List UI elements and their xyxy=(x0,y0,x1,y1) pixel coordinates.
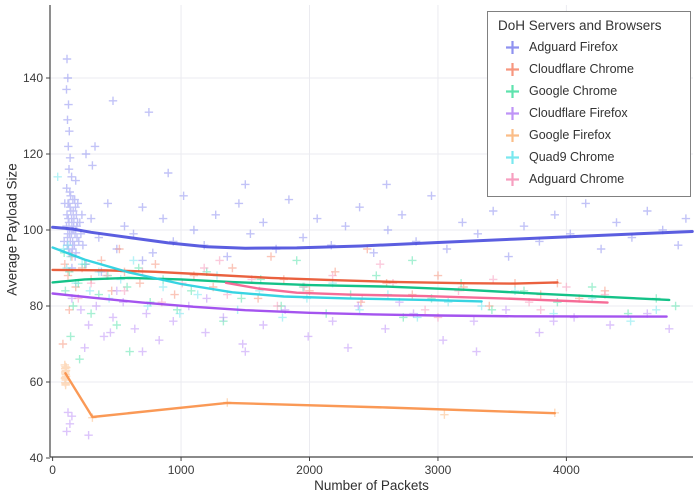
legend-item-label: Adguard Chrome xyxy=(529,172,625,186)
legend-item-cloudflare-firefox[interactable]: Cloudflare Firefox xyxy=(496,102,682,124)
scatter-series-adguard-chrome[interactable] xyxy=(74,256,610,322)
legend-items: Adguard Firefox Cloudflare Chrome Google C… xyxy=(496,36,682,190)
scatter-series-cloudflare-firefox[interactable] xyxy=(62,286,674,440)
trend-line-cloudflare-chrome[interactable] xyxy=(51,268,559,285)
x-axis-title: Number of Packets xyxy=(314,478,429,493)
x-tick-label: 4000 xyxy=(553,463,580,477)
legend: DoH Servers and Browsers Adguard Firefox… xyxy=(487,11,691,197)
trend-line-quad9-chrome[interactable] xyxy=(51,246,483,303)
cross-marker-icon xyxy=(506,128,519,142)
legend-item-google-firefox[interactable]: Google Firefox xyxy=(496,124,682,146)
y-tick-label: 100 xyxy=(23,223,43,237)
cross-marker-icon xyxy=(506,106,519,120)
cross-marker-icon xyxy=(506,84,519,98)
legend-item-adguard-firefox[interactable]: Adguard Firefox xyxy=(496,36,682,58)
legend-item-label: Adguard Firefox xyxy=(529,40,618,54)
x-tick-label: 2000 xyxy=(296,463,323,477)
y-tick-label: 80 xyxy=(30,299,44,313)
legend-title: DoH Servers and Browsers xyxy=(498,18,662,33)
cross-marker-icon xyxy=(506,40,519,54)
legend-item-quad9-chrome[interactable]: Quad9 Chrome xyxy=(496,146,682,168)
legend-item-label: Google Chrome xyxy=(529,84,618,98)
x-tick-label: 0 xyxy=(49,463,56,477)
legend-item-label: Quad9 Chrome xyxy=(529,150,615,164)
cross-marker-icon xyxy=(506,150,519,164)
x-tick-label: 3000 xyxy=(425,463,452,477)
legend-item-google-chrome[interactable]: Google Chrome xyxy=(496,80,682,102)
legend-item-adguard-chrome[interactable]: Adguard Chrome xyxy=(496,168,682,190)
y-tick-label: 120 xyxy=(23,147,43,161)
legend-item-label: Cloudflare Firefox xyxy=(529,106,628,120)
trend-line-google-firefox[interactable] xyxy=(64,372,556,419)
trend-line-adguard-chrome[interactable] xyxy=(224,281,609,304)
trend-line-cloudflare-firefox[interactable] xyxy=(51,292,668,318)
y-tick-label: 140 xyxy=(23,71,43,85)
y-tick-label: 60 xyxy=(30,375,44,389)
y-axis-title: Average Payload Size xyxy=(4,163,20,296)
legend-item-label: Cloudflare Chrome xyxy=(529,62,634,76)
y-tick-label: 40 xyxy=(30,451,44,465)
x-tick-label: 1000 xyxy=(168,463,195,477)
legend-item-cloudflare-chrome[interactable]: Cloudflare Chrome xyxy=(496,58,682,80)
cross-marker-icon xyxy=(506,172,519,186)
legend-item-label: Google Firefox xyxy=(529,128,611,142)
trend-line-adguard-firefox[interactable] xyxy=(51,225,694,250)
cross-marker-icon xyxy=(506,62,519,76)
trend-line-google-chrome[interactable] xyxy=(51,276,671,302)
